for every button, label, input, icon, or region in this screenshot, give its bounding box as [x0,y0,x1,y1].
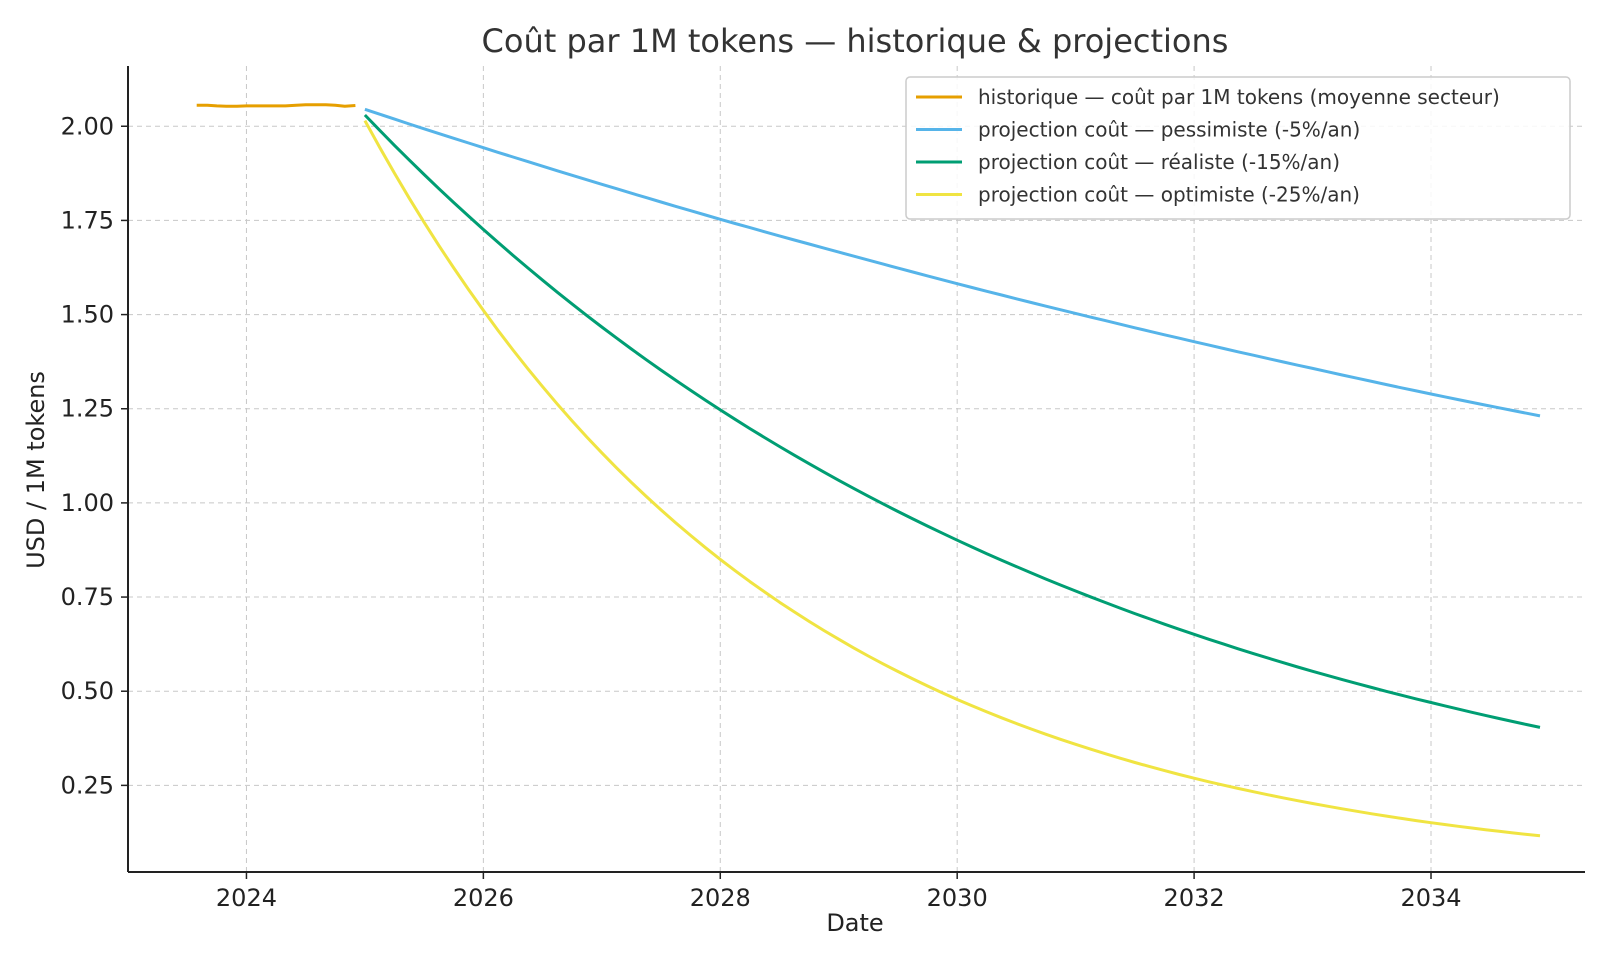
series-line-2 [363,113,1541,729]
y-axis-label: USD / 1M tokens [22,371,50,569]
series-line-1 [364,107,1541,418]
legend-label: projection coût — réaliste (-15%/an) [978,150,1340,174]
x-tick-label: 2030 [927,884,988,912]
x-tick-label: 2028 [690,884,751,912]
y-tick-label: 0.75 [61,583,114,611]
y-tick-label: 1.50 [61,301,114,329]
y-tick-label: 1.75 [61,206,114,234]
series-lines [196,103,1541,838]
x-tick-label: 2034 [1400,884,1461,912]
y-tick-label: 2.00 [61,112,114,140]
x-tick-label: 2024 [216,884,277,912]
legend-label: historique — coût par 1M tokens (moyenne… [978,85,1500,109]
y-tick-label: 0.25 [61,771,114,799]
x-tick-label: 2032 [1164,884,1225,912]
series-line-3 [363,119,1541,838]
legend-label: projection coût — pessimiste (-5%/an) [978,118,1360,142]
legend: historique — coût par 1M tokens (moyenne… [905,76,1571,220]
axes: 2024 2026 2028 2030 2032 2034 0.25 0.50 0.75 1.00… [61,66,1585,912]
y-tick-label: 1.00 [61,489,114,517]
legend-box [905,76,1571,220]
x-tick-label: 2026 [453,884,514,912]
legend-label: projection coût — optimiste (-25%/an) [978,183,1360,207]
series-line-0 [196,103,356,108]
chart-title: Coût par 1M tokens — historique & projec… [482,22,1229,60]
y-tick-label: 1.25 [61,395,114,423]
x-axis-label: Date [826,909,883,937]
y-tick-label: 0.50 [61,677,114,705]
